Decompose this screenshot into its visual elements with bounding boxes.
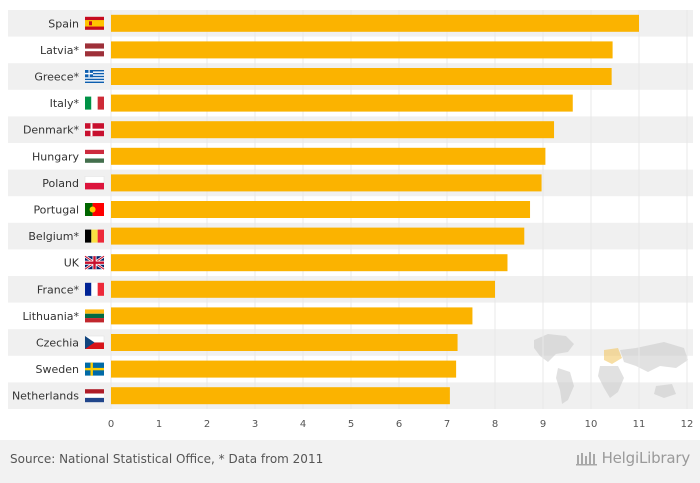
x-tick-label: 9 [540, 419, 546, 430]
czechia-flag [84, 335, 105, 349]
africa-shape [598, 366, 624, 398]
category-label: Belgium* [28, 230, 79, 243]
category-label: Sweden [36, 363, 79, 376]
bar [111, 280, 495, 298]
category-label: Poland [42, 177, 79, 190]
bar [111, 174, 542, 192]
bar-chart: 0 1 2 3 4 5 6 7 8 9 10 11 12SpainLatvia*Greece*Italy… [8, 10, 694, 430]
category-label: Czechia [36, 337, 79, 350]
category-label: Denmark* [23, 124, 80, 137]
latvia-flag [85, 43, 104, 57]
bar [111, 41, 613, 59]
footer: Source: National Statistical Office, * D… [0, 440, 700, 483]
category-label: France* [37, 283, 80, 296]
x-tick-label: 1 [156, 419, 162, 430]
brand-name: HelgiLibrary [601, 449, 691, 467]
bar [111, 201, 531, 218]
bar [111, 334, 458, 351]
x-tick-label: 3 [252, 419, 258, 430]
brand-logo: HelgiLibrary [575, 449, 691, 467]
hungary-flag [85, 149, 104, 163]
category-label: Spain [48, 17, 79, 30]
poland-flag [84, 176, 105, 190]
bar [111, 94, 573, 112]
category-label: Portugal [33, 204, 79, 217]
world-map-watermark [534, 334, 688, 404]
bar [111, 147, 546, 165]
sweden-flag [85, 362, 104, 376]
france-flag [85, 282, 104, 296]
x-tick-label: 2 [204, 419, 210, 430]
category-label: Greece* [34, 71, 79, 84]
netherlands-flag [85, 389, 104, 403]
x-tick-label: 10 [585, 419, 598, 430]
bar [111, 121, 555, 139]
category-label: Hungary [32, 150, 79, 163]
bar [111, 360, 457, 378]
x-tick-label: 4 [300, 419, 306, 430]
x-tick-label: 7 [444, 419, 450, 430]
asia-shape [620, 342, 688, 372]
source-note: Source: National Statistical Office, * D… [10, 452, 324, 466]
x-tick-label: 5 [348, 419, 354, 430]
x-tick-label: 8 [492, 419, 498, 430]
bar [111, 254, 508, 272]
bar [111, 227, 525, 245]
north-america-shape [534, 334, 574, 362]
category-label: Netherlands [12, 390, 79, 403]
south-america-shape [556, 368, 574, 404]
category-label: Lithuania* [23, 310, 80, 323]
bar [111, 307, 473, 325]
bar [111, 68, 612, 85]
category-label: UK [64, 257, 80, 270]
australia-shape [654, 384, 676, 398]
portugal-flag [85, 203, 104, 216]
x-tick-label: 11 [633, 419, 646, 430]
italy-flag [85, 96, 104, 110]
category-label: Italy* [50, 97, 80, 110]
uk-flag [84, 255, 105, 271]
denmark-flag [85, 123, 104, 137]
x-tick-label: 12 [681, 419, 694, 430]
library-icon [575, 452, 597, 466]
x-tick-label: 0 [108, 419, 114, 430]
category-label: Latvia* [40, 44, 79, 57]
belgium-flag [85, 229, 104, 243]
bar [111, 387, 450, 405]
greece-flag [85, 70, 104, 83]
lithuania-flag [85, 309, 104, 323]
spain-flag [85, 16, 104, 30]
x-tick-label: 6 [396, 419, 402, 430]
europe-highlight-shape [604, 348, 622, 364]
bar [111, 14, 639, 32]
